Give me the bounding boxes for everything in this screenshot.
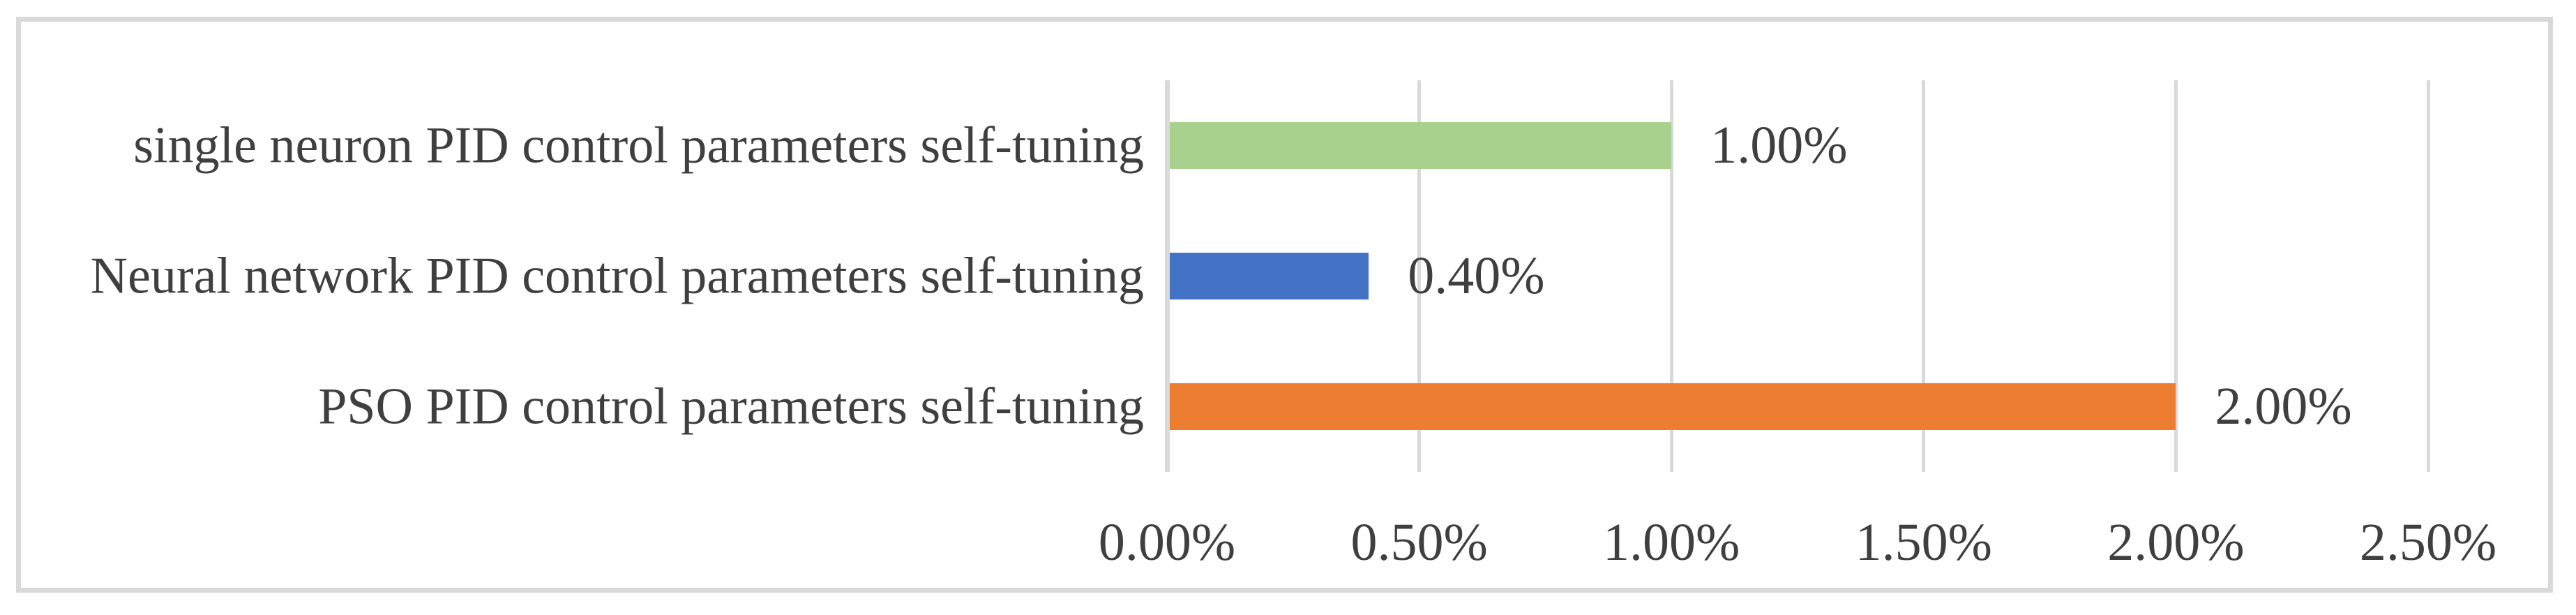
bar-2: [1169, 253, 1369, 299]
bar-3: [1169, 383, 2176, 430]
category-label: PSO PID control parameters self-tuning: [318, 377, 1144, 435]
x-tick-label: 0.00%: [1098, 513, 1236, 572]
x-tick-label: 2.00%: [2107, 513, 2245, 572]
bar-value-label: 2.00%: [2215, 376, 2352, 436]
gridline: [1417, 80, 1422, 472]
x-tick-label: 0.50%: [1350, 513, 1488, 572]
chart-frame: [16, 17, 2553, 593]
category-label: single neuron PID control parameters sel…: [133, 116, 1144, 174]
bar-value-label: 1.00%: [1710, 115, 1848, 175]
x-tick-label: 2.50%: [2359, 513, 2497, 572]
x-tick-label: 1.50%: [1855, 513, 1992, 572]
gridline: [2426, 80, 2430, 472]
bar-1: [1169, 122, 1672, 169]
x-tick-label: 1.00%: [1603, 513, 1740, 572]
gridline: [1922, 80, 1926, 472]
gridline: [2174, 80, 2178, 472]
category-label: Neural network PID control parameters se…: [90, 246, 1144, 304]
bar-value-label: 0.40%: [1408, 246, 1545, 305]
gridline: [1669, 80, 1673, 472]
category-axis-line: [1164, 80, 1170, 472]
